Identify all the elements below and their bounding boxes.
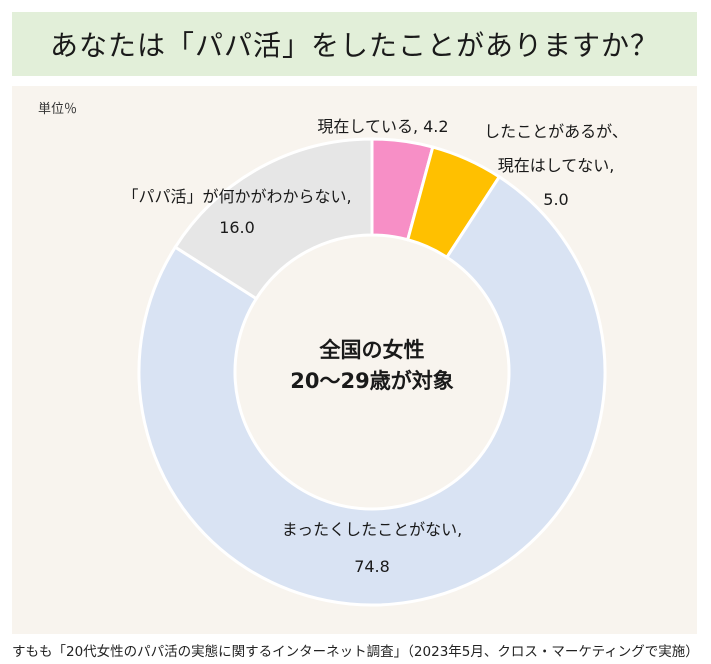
chart-title: あなたは「パパ活」をしたことがありますか？ xyxy=(49,29,659,62)
donut-slice-3 xyxy=(137,174,607,607)
slice-label-1: 現在している, 4.2 xyxy=(317,117,448,136)
center-label: 全国の女性 20〜29歳が対象 xyxy=(290,338,453,393)
slice-label-4: 「パパ活」が何かがわからない, 16.0 xyxy=(122,187,351,237)
slice-group xyxy=(137,137,607,607)
center-label-group: 全国の女性 20〜29歳が対象 xyxy=(290,338,453,393)
label-group: 現在している, 4.2 したことがあるが、現在はしてない, 5.0 まったくしたことが… xyxy=(122,117,627,576)
slice-label-3: まったくしたことがない, 74.8 xyxy=(282,520,462,576)
slice-label-2: したことがあるが、現在はしてない, 5.0 xyxy=(484,122,628,209)
title-bar: あなたは「パパ活」をしたことがありますか？ xyxy=(12,12,697,76)
source-note: すもも「20代女性のパパ活の実態に関するインターネット調査」（2023年5月、ク… xyxy=(12,644,699,660)
unit-label: 単位％ xyxy=(38,102,78,117)
donut-slice-4 xyxy=(173,137,374,301)
